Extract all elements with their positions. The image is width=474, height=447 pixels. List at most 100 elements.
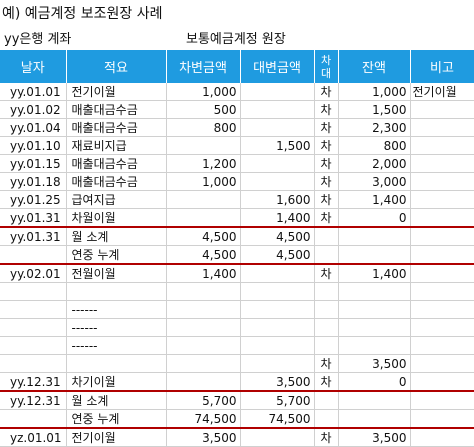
cell-desc: ------ xyxy=(66,318,167,337)
table-row: 연중 누계 4,500 4,500 xyxy=(0,245,474,265)
cell-desc: 매출대금수금 xyxy=(66,100,167,119)
cell-note xyxy=(410,226,474,246)
table-row: yy.01.04 매출대금수금 800 차 2,300 xyxy=(0,118,474,137)
cell-date: yy.01.31 xyxy=(0,208,67,228)
cell-desc: 급여지급 xyxy=(66,190,167,209)
cell-dc: 차 xyxy=(314,372,339,392)
cell-credit: 4,500 xyxy=(240,245,315,265)
cell-credit xyxy=(240,318,315,337)
cell-date: yy.01.31 xyxy=(0,226,67,246)
cell-dc: 차 xyxy=(314,172,339,191)
cell-debit xyxy=(166,190,241,209)
cell-balance xyxy=(338,300,411,319)
cell-balance: 3,500 xyxy=(338,427,411,447)
cell-debit xyxy=(166,300,241,319)
cell-balance xyxy=(338,245,411,265)
cell-note xyxy=(410,172,474,191)
header-note: 비고 xyxy=(410,50,474,83)
cell-desc: 연중 누계 xyxy=(66,245,167,265)
cell-note xyxy=(410,136,474,155)
cell-balance: 1,500 xyxy=(338,100,411,119)
cell-balance: 1,400 xyxy=(338,263,411,283)
table-row: 연중 누계 74,500 74,500 xyxy=(0,409,474,429)
table-row: yy.01.18 매출대금수금 1,000 차 3,000 xyxy=(0,172,474,191)
cell-credit xyxy=(240,427,315,447)
cell-dc: 차 xyxy=(314,427,339,447)
cell-dc xyxy=(314,318,339,337)
cell-dc xyxy=(314,390,339,410)
cell-desc: 매출대금수금 xyxy=(66,118,167,137)
cell-debit xyxy=(166,208,241,228)
cell-note xyxy=(410,318,474,337)
cell-desc: 차기이월 xyxy=(66,372,167,392)
cell-debit xyxy=(166,282,241,301)
cell-dc xyxy=(314,245,339,265)
cell-debit: 800 xyxy=(166,118,241,137)
header-date: 날자 xyxy=(0,50,67,83)
header-desc: 적요 xyxy=(66,50,167,83)
cell-note xyxy=(410,409,474,429)
cell-credit: 1,400 xyxy=(240,208,315,228)
cell-dc: 차 xyxy=(314,154,339,173)
cell-desc: ------ xyxy=(66,300,167,319)
cell-note xyxy=(410,263,474,283)
cell-date: yy.01.18 xyxy=(0,172,67,191)
cell-balance xyxy=(338,318,411,337)
cell-debit xyxy=(166,372,241,392)
cell-desc: 월 소계 xyxy=(66,390,167,410)
header-credit: 대변금액 xyxy=(240,50,315,83)
cell-dc xyxy=(314,336,339,355)
table-row: yy.01.31 월 소계 4,500 4,500 xyxy=(0,226,474,246)
cell-dc: 차 xyxy=(314,136,339,155)
cell-desc: 재료비지급 xyxy=(66,136,167,155)
cell-credit xyxy=(240,100,315,119)
cell-balance xyxy=(338,409,411,429)
table-row: ------ xyxy=(0,300,474,319)
cell-dc: 차 xyxy=(314,190,339,209)
table-row: 차 3,500 xyxy=(0,354,474,373)
cell-credit: 4,500 xyxy=(240,226,315,246)
cell-credit xyxy=(240,336,315,355)
cell-balance: 3,000 xyxy=(338,172,411,191)
cell-desc: ------ xyxy=(66,336,167,355)
cell-dc xyxy=(314,409,339,429)
cell-date xyxy=(0,282,67,301)
cell-date: yz.01.01 xyxy=(0,427,67,447)
cell-desc: 월 소계 xyxy=(66,226,167,246)
cell-dc: 차 xyxy=(314,208,339,228)
header-balance: 잔액 xyxy=(338,50,411,83)
header-row: 날자 적요 차변금액 대변금액 차대 잔액 비고 xyxy=(0,50,474,83)
cell-date xyxy=(0,354,67,373)
cell-dc: 차 xyxy=(314,83,339,101)
cell-balance: 800 xyxy=(338,136,411,155)
header-dc: 차대 xyxy=(314,50,339,83)
table-row: yy.12.31 월 소계 5,700 5,700 xyxy=(0,390,474,410)
cell-debit: 3,500 xyxy=(166,427,241,447)
cell-credit xyxy=(240,118,315,137)
page-title: 예) 예금계정 보조원장 사례 xyxy=(2,6,163,22)
cell-dc xyxy=(314,300,339,319)
cell-note xyxy=(410,336,474,355)
cell-balance xyxy=(338,390,411,410)
cell-debit xyxy=(166,136,241,155)
cell-date: yy.01.25 xyxy=(0,190,67,209)
cell-debit xyxy=(166,336,241,355)
cell-balance xyxy=(338,282,411,301)
ledger-label: 보통예금계정 원장 xyxy=(186,32,286,47)
cell-debit xyxy=(166,354,241,373)
cell-date xyxy=(0,300,67,319)
cell-credit: 3,500 xyxy=(240,372,315,392)
cell-debit: 4,500 xyxy=(166,245,241,265)
table-row: yy.02.01 전월이월 1,400 차 1,400 xyxy=(0,263,474,283)
table-row xyxy=(0,282,474,301)
cell-debit: 1,000 xyxy=(166,83,241,101)
cell-debit: 74,500 xyxy=(166,409,241,429)
cell-debit: 1,000 xyxy=(166,172,241,191)
cell-date xyxy=(0,336,67,355)
cell-date: yy.02.01 xyxy=(0,263,67,283)
table-row: yy.12.31 차기이월 3,500 차 0 xyxy=(0,372,474,392)
cell-balance: 3,500 xyxy=(338,354,411,373)
cell-credit: 5,700 xyxy=(240,390,315,410)
cell-note xyxy=(410,354,474,373)
table-row: yy.01.02 매출대금수금 500 차 1,500 xyxy=(0,100,474,119)
